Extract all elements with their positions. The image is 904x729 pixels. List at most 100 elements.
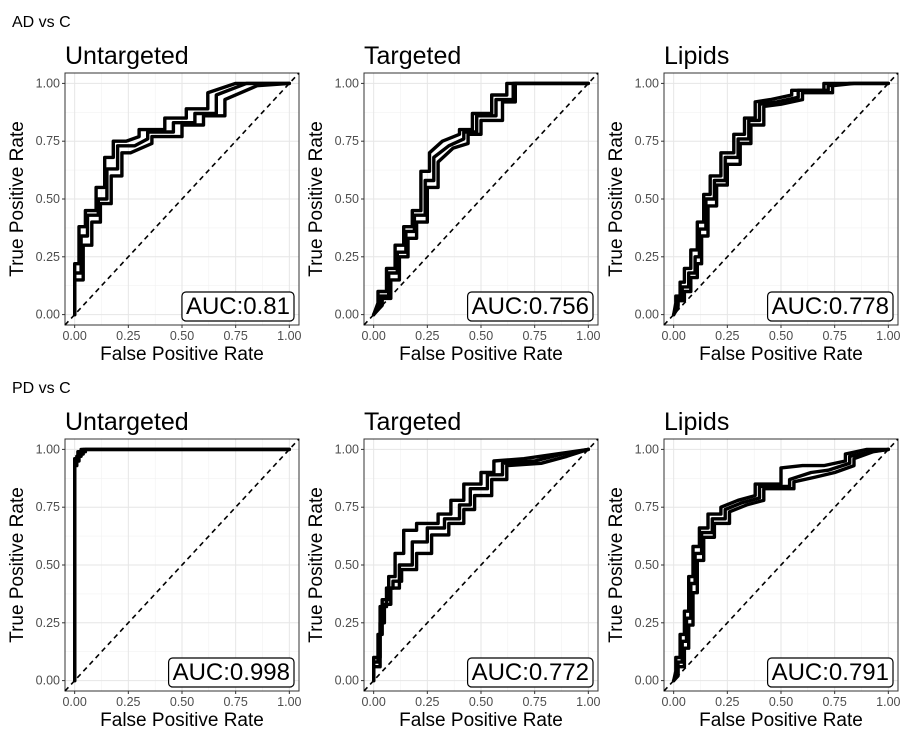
panel-1-ad-vs-c-untargeted-title: Untargeted (65, 42, 189, 70)
panel-2-ad-vs-c-targeted-x-tick-label: 0.50 (469, 329, 493, 343)
panel-1-ad-vs-c-untargeted-roc-curve-3 (72, 81, 291, 317)
panel-5-pd-vs-c-targeted-x-tick-label: 1.00 (576, 695, 600, 709)
panel-6-pd-vs-c-lipids-x-tick-label: 0.00 (661, 695, 685, 709)
panel-5-pd-vs-c-targeted-y-tick-label: 1.00 (335, 442, 359, 456)
panel-1-ad-vs-c-untargeted-y-tick-label: 0.25 (36, 250, 60, 264)
panel-6-pd-vs-c-lipids-x-tick-label: 0.75 (822, 695, 846, 709)
panel-1-ad-vs-c-untargeted-y-axis-title: True Positive Rate (7, 121, 28, 277)
panel-3-ad-vs-c-lipids-auc-label: AUC:0.778 (772, 293, 889, 320)
panel-3-ad-vs-c-lipids-y-tick-label: 0.25 (635, 250, 659, 264)
panel-6-pd-vs-c-lipids-roc-curve-1 (672, 447, 890, 683)
panel-5-pd-vs-c-targeted-x-tick-label: 0.00 (361, 695, 385, 709)
panel-4-pd-vs-c-untargeted-y-tick-label: 0.00 (36, 674, 60, 688)
panel-1-ad-vs-c-untargeted-x-tick-label: 0.00 (62, 329, 86, 343)
panel-5-pd-vs-c-targeted-y-tick-label: 0.50 (335, 558, 359, 572)
panel-2-ad-vs-c-targeted-roc-curve-2 (372, 81, 590, 317)
panel-5-pd-vs-c-targeted-y-axis-title: True Positive Rate (306, 487, 327, 643)
panel-6-pd-vs-c-lipids-roc-curve-2 (672, 447, 890, 683)
panel-3-ad-vs-c-lipids-y-tick-label: 1.00 (635, 76, 659, 90)
panel-4-pd-vs-c-untargeted-auc-label: AUC:0.998 (173, 659, 290, 686)
panel-3-ad-vs-c-lipids-x-tick-label: 0.25 (715, 329, 739, 343)
panel-6-pd-vs-c-lipids-title: Lipids (664, 408, 729, 436)
panel-6-pd-vs-c-lipids-x-axis-title: False Positive Rate (699, 710, 863, 729)
panel-3-ad-vs-c-lipids: 0.00 0.25 0.50 0.75 1.00 0.00 0.25 0.50 0.75 1.00… (606, 42, 901, 365)
panel-1-ad-vs-c-untargeted-roc-curve-1 (72, 81, 291, 317)
panel-2-ad-vs-c-targeted-diagonal-reference-line (363, 72, 599, 326)
panel-6-pd-vs-c-lipids-diagonal-reference-line (663, 438, 899, 692)
panel-3-ad-vs-c-lipids-x-tick-label: 0.00 (661, 329, 685, 343)
panel-6-pd-vs-c-lipids-y-tick-label: 0.50 (635, 558, 659, 572)
panel-6-pd-vs-c-lipids-y-tick-label: 0.00 (635, 674, 659, 688)
panel-5-pd-vs-c-targeted-roc-curve-3 (372, 447, 590, 683)
panel-4-pd-vs-c-untargeted-x-tick-label: 1.00 (277, 695, 301, 709)
panel-3-ad-vs-c-lipids-x-tick-label: 0.50 (769, 329, 793, 343)
panel-3-ad-vs-c-lipids-roc-curve-2 (672, 81, 890, 317)
panel-1-ad-vs-c-untargeted-roc-curve-2 (72, 81, 291, 317)
panel-3-ad-vs-c-lipids-x-tick-label: 0.75 (822, 329, 846, 343)
panel-4-pd-vs-c-untargeted-auc-annotation: AUC:0.998 (167, 657, 295, 688)
panel-4-pd-vs-c-untargeted-y-axis-title: True Positive Rate (7, 487, 28, 643)
panel-2-ad-vs-c-targeted: 0.00 0.25 0.50 0.75 1.00 0.00 0.25 0.50 0.75 1.00… (306, 42, 601, 365)
panel-1-ad-vs-c-untargeted-auc-label: AUC:0.81 (186, 293, 290, 320)
panel-2-ad-vs-c-targeted-title: Targeted (364, 42, 461, 70)
panel-1-ad-vs-c-untargeted-x-tick-label: 0.25 (116, 329, 140, 343)
panel-4-pd-vs-c-untargeted-y-tick-label: 0.50 (36, 558, 60, 572)
panel-5-pd-vs-c-targeted-auc-annotation: AUC:0.772 (466, 657, 594, 688)
panel-5-pd-vs-c-targeted-x-tick-label: 0.25 (415, 695, 439, 709)
panel-5-pd-vs-c-targeted-diagonal-reference-line (363, 438, 599, 692)
panel-4-pd-vs-c-untargeted: 0.00 0.25 0.50 0.75 1.00 0.00 0.25 0.50 0.75 1.00… (7, 408, 302, 729)
panel-2-ad-vs-c-targeted-x-tick-label: 1.00 (576, 329, 600, 343)
panel-3-ad-vs-c-lipids-y-tick-label: 0.00 (635, 308, 659, 322)
panel-3-ad-vs-c-lipids-roc-curve-1 (672, 81, 890, 317)
panel-2-ad-vs-c-targeted-roc-curve-1 (372, 81, 590, 317)
panel-5-pd-vs-c-targeted: 0.00 0.25 0.50 0.75 1.00 0.00 0.25 0.50 0.75 1.00… (306, 408, 601, 729)
panel-3-ad-vs-c-lipids-diagonal-reference-line (663, 72, 899, 326)
panel-5-pd-vs-c-targeted-roc-curve-2 (372, 447, 590, 683)
panel-2-ad-vs-c-targeted-y-axis-title: True Positive Rate (306, 121, 327, 277)
panel-5-pd-vs-c-targeted-x-tick-label: 0.50 (469, 695, 493, 709)
panel-3-ad-vs-c-lipids-y-axis-title: True Positive Rate (606, 121, 627, 277)
panel-1-ad-vs-c-untargeted-y-tick-label: 0.75 (36, 134, 60, 148)
panel-6-pd-vs-c-lipids-x-tick-label: 1.00 (876, 695, 900, 709)
panel-6-pd-vs-c-lipids-y-tick-label: 1.00 (635, 442, 659, 456)
panel-6-pd-vs-c-lipids-x-tick-label: 0.50 (769, 695, 793, 709)
panel-3-ad-vs-c-lipids-auc-box (766, 291, 894, 322)
panel-5-pd-vs-c-targeted-title: Targeted (364, 408, 461, 436)
panel-1-ad-vs-c-untargeted-x-tick-label: 1.00 (277, 329, 301, 343)
panel-6-pd-vs-c-lipids: 0.00 0.25 0.50 0.75 1.00 0.00 0.25 0.50 0.75 1.00… (606, 408, 901, 729)
panel-6-pd-vs-c-lipids-y-tick-label: 0.25 (635, 616, 659, 630)
panel-6-pd-vs-c-lipids-auc-annotation: AUC:0.791 (766, 657, 894, 688)
panel-3-ad-vs-c-lipids-title: Lipids (664, 42, 729, 70)
panel-2-ad-vs-c-targeted-auc-label: AUC:0.756 (472, 293, 589, 320)
panel-5-pd-vs-c-targeted-y-tick-label: 0.75 (335, 500, 359, 514)
panel-4-pd-vs-c-untargeted-x-tick-label: 0.75 (223, 695, 247, 709)
panel-4-pd-vs-c-untargeted-x-axis-title: False Positive Rate (100, 710, 264, 729)
panel-5-pd-vs-c-targeted-y-tick-label: 0.00 (335, 674, 359, 688)
panel-5-pd-vs-c-targeted-x-tick-label: 0.75 (522, 695, 546, 709)
panel-4-pd-vs-c-untargeted-roc-curve-3 (72, 447, 291, 683)
panel-2-ad-vs-c-targeted-x-tick-label: 0.75 (522, 329, 546, 343)
panel-5-pd-vs-c-targeted-x-axis-title: False Positive Rate (399, 710, 563, 729)
panel-4-pd-vs-c-untargeted-y-tick-label: 0.25 (36, 616, 60, 630)
panel-3-ad-vs-c-lipids-y-tick-label: 0.50 (635, 192, 659, 206)
panel-2-ad-vs-c-targeted-x-tick-label: 0.00 (361, 329, 385, 343)
panel-2-ad-vs-c-targeted-auc-box (466, 291, 594, 322)
panel-1-ad-vs-c-untargeted-x-tick-label: 0.50 (170, 329, 194, 343)
panel-5-pd-vs-c-targeted-auc-box (466, 657, 594, 688)
panel-4-pd-vs-c-untargeted-auc-box (167, 657, 295, 688)
panel-2-ad-vs-c-targeted-y-tick-label: 0.50 (335, 192, 359, 206)
panel-1-ad-vs-c-untargeted-diagonal-reference-line (64, 72, 300, 326)
panel-1-ad-vs-c-untargeted-auc-annotation: AUC:0.81 (181, 291, 295, 322)
panel-1-ad-vs-c-untargeted: 0.00 0.25 0.50 0.75 1.00 0.00 0.25 0.50 0.75 1.00… (7, 42, 302, 365)
panel-4-pd-vs-c-untargeted-title: Untargeted (65, 408, 189, 436)
panel-4-pd-vs-c-untargeted-x-tick-label: 0.50 (170, 695, 194, 709)
panel-4-pd-vs-c-untargeted-diagonal-reference-line (64, 438, 300, 692)
panel-1-ad-vs-c-untargeted-y-tick-label: 1.00 (36, 76, 60, 90)
panel-2-ad-vs-c-targeted-auc-annotation: AUC:0.756 (466, 291, 594, 322)
panel-4-pd-vs-c-untargeted-y-tick-label: 0.75 (36, 500, 60, 514)
panel-2-ad-vs-c-targeted-y-tick-label: 0.75 (335, 134, 359, 148)
panel-1-ad-vs-c-untargeted-x-axis-title: False Positive Rate (100, 344, 264, 365)
panel-5-pd-vs-c-targeted-y-tick-label: 0.25 (335, 616, 359, 630)
row-title-ad-vs-c: AD vs C (12, 14, 71, 31)
